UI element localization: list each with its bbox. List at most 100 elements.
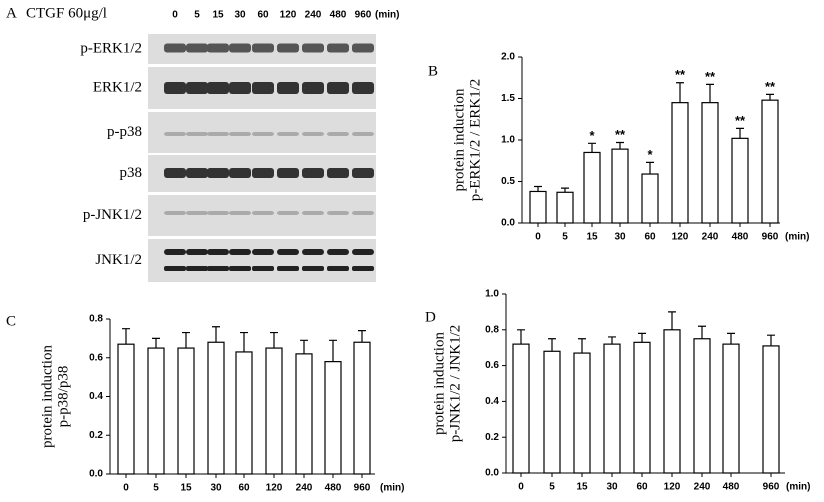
significance-label: ** bbox=[615, 127, 626, 142]
blot-band bbox=[207, 132, 229, 136]
bar bbox=[117, 343, 135, 475]
y-tick-label: 0.8 bbox=[89, 314, 103, 325]
y-tick-label: 0.0 bbox=[501, 218, 515, 229]
y-axis-label: protein induction bbox=[451, 88, 467, 191]
significance-label: ** bbox=[675, 67, 686, 82]
x-tick-label: 60 bbox=[644, 232, 656, 243]
y-axis-label: protein induction bbox=[431, 332, 447, 435]
y-tick-label: 0.4 bbox=[485, 396, 499, 407]
bar bbox=[603, 343, 621, 474]
blot-band bbox=[229, 82, 251, 94]
significance-label: ** bbox=[735, 113, 746, 128]
row-label: p38 bbox=[120, 165, 143, 181]
blot-band bbox=[164, 168, 186, 178]
blot-band bbox=[352, 211, 374, 215]
blot-band bbox=[302, 211, 324, 215]
significance-label: * bbox=[647, 147, 653, 162]
blot-band bbox=[327, 249, 349, 255]
bar bbox=[731, 137, 749, 224]
significance-label: ** bbox=[705, 69, 716, 84]
lane-label: 30 bbox=[234, 10, 246, 21]
blot-band bbox=[164, 249, 186, 255]
bar bbox=[762, 345, 780, 474]
blot-band bbox=[186, 266, 208, 271]
y-axis-label: p-ERK1/2 / ERK1/2 bbox=[467, 79, 483, 202]
bar bbox=[324, 361, 342, 475]
bar bbox=[147, 347, 165, 475]
panel-label: B bbox=[428, 63, 438, 79]
lane-label: 0 bbox=[172, 10, 178, 21]
bar bbox=[556, 191, 574, 224]
blot-band bbox=[277, 43, 299, 53]
x-tick-label: 0 bbox=[535, 232, 541, 243]
row-label: p-p38 bbox=[107, 124, 142, 140]
error-bar bbox=[212, 326, 220, 343]
x-tick-label: 120 bbox=[664, 482, 681, 493]
bar bbox=[633, 341, 651, 474]
row-label: p-JNK1/2 bbox=[83, 207, 142, 223]
x-tick-label: 960 bbox=[762, 232, 779, 243]
y-tick-label: 0.2 bbox=[485, 432, 499, 443]
error-bar bbox=[240, 331, 248, 352]
x-tick-label: 5 bbox=[562, 232, 568, 243]
blot-band bbox=[186, 168, 208, 178]
bar bbox=[761, 99, 779, 224]
bar bbox=[693, 338, 711, 474]
error-bar bbox=[767, 334, 775, 346]
treatment-label: CTGF 60μg/l bbox=[26, 5, 107, 21]
blot-band bbox=[302, 43, 324, 53]
y-tick-label: 0.4 bbox=[89, 391, 103, 402]
error-bar bbox=[668, 311, 676, 330]
blot-band bbox=[327, 266, 349, 271]
blot-band bbox=[302, 249, 324, 255]
error-bar bbox=[676, 82, 684, 103]
x-tick-label: 30 bbox=[210, 483, 222, 494]
blot-band bbox=[186, 43, 208, 53]
blot-band bbox=[277, 266, 299, 271]
blot-band bbox=[229, 43, 251, 53]
blot-band bbox=[352, 168, 374, 178]
x-unit-label: (min) bbox=[380, 483, 404, 494]
bar bbox=[295, 353, 313, 475]
panel-label: C bbox=[6, 313, 16, 329]
x-tick-label: 480 bbox=[732, 232, 749, 243]
lane-label: 960 bbox=[355, 10, 372, 21]
y-tick-label: 2.0 bbox=[501, 52, 515, 63]
blot-band bbox=[327, 132, 349, 136]
x-tick-label: 240 bbox=[296, 483, 313, 494]
bar bbox=[701, 102, 719, 224]
blot-band bbox=[302, 168, 324, 178]
error-bar bbox=[152, 337, 160, 349]
blot-band bbox=[252, 266, 274, 271]
blot-band bbox=[229, 249, 251, 255]
error-bar bbox=[358, 330, 366, 343]
blot-band bbox=[164, 82, 186, 94]
x-tick-label: 5 bbox=[549, 482, 555, 493]
bar bbox=[663, 329, 681, 474]
bar bbox=[512, 343, 530, 474]
y-tick-label: 0.6 bbox=[485, 360, 499, 371]
blot-band bbox=[302, 132, 324, 136]
y-tick-label: 0.6 bbox=[89, 352, 103, 363]
error-bar bbox=[270, 331, 278, 349]
lane-label: 480 bbox=[330, 10, 347, 21]
error-bar bbox=[517, 329, 525, 345]
y-tick-label: 0.0 bbox=[485, 468, 499, 479]
blot-band bbox=[186, 132, 208, 136]
blot-band bbox=[229, 168, 251, 178]
panel-label: A bbox=[6, 5, 17, 21]
y-axis-label: p-p38/p38 bbox=[55, 366, 71, 428]
error-bar bbox=[736, 127, 744, 139]
bar bbox=[573, 352, 591, 474]
y-tick-label: 1.0 bbox=[501, 135, 515, 146]
bar bbox=[529, 190, 547, 224]
blot-band bbox=[277, 132, 299, 136]
blot-band bbox=[252, 43, 274, 53]
bar bbox=[207, 341, 225, 475]
bar bbox=[543, 350, 561, 474]
blot-band bbox=[229, 266, 251, 271]
significance-label: * bbox=[589, 128, 595, 143]
bar bbox=[671, 102, 689, 224]
blot-band bbox=[207, 168, 229, 178]
